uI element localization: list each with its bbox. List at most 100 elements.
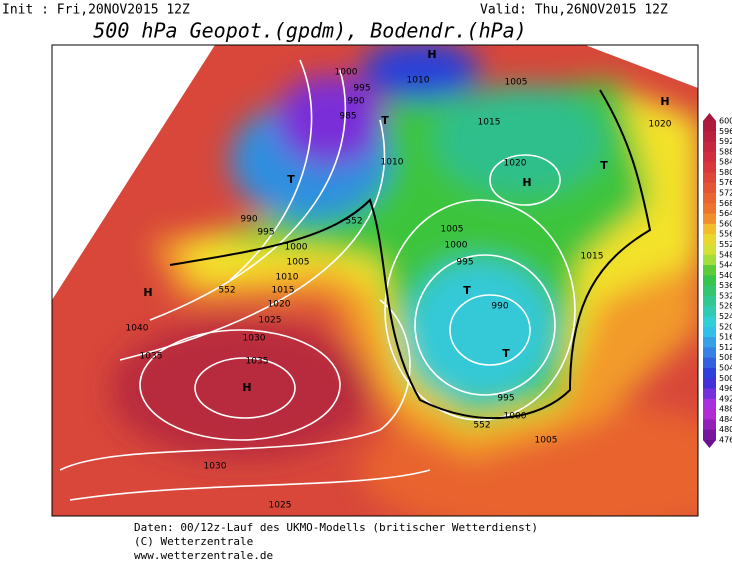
map-frame — [51, 44, 699, 517]
pressure-center: T — [381, 114, 389, 127]
init-time: Init : Fri,20NOV2015 12Z — [2, 3, 190, 18]
colorbar-swatch — [703, 254, 716, 266]
colorbar-swatch — [703, 172, 716, 184]
pressure-center: T — [287, 173, 295, 186]
contour-label: 1000 — [504, 412, 527, 422]
colorbar-label: 540 — [719, 271, 732, 280]
colorbar-swatch — [703, 326, 716, 338]
map-title: 500 hPa Geopot.(gpdm), Bodendr.(hPa) — [93, 19, 526, 43]
colorbar-label: 576 — [719, 178, 732, 187]
pressure-center: H — [427, 48, 436, 61]
colorbar-swatch — [703, 193, 716, 204]
contour-label: 552 — [218, 286, 235, 296]
colorbar-label: 500 — [719, 374, 732, 383]
contour-label: 1005 — [505, 78, 528, 88]
pressure-center: H — [242, 381, 251, 394]
colorbar-swatch — [703, 131, 716, 143]
colorbar-label: 492 — [719, 394, 732, 403]
colorbar-swatch — [703, 388, 716, 400]
pressure-center: T — [463, 284, 471, 297]
outside-domain — [52, 45, 215, 300]
colorbar-label: 508 — [719, 353, 732, 362]
contour-label: 1015 — [478, 118, 501, 128]
outside-domain — [585, 45, 698, 88]
field-colors — [110, 45, 698, 516]
contour-label: 1030 — [204, 462, 227, 472]
contour-label: 1020 — [504, 159, 527, 169]
colorbar-swatch — [703, 244, 716, 256]
colorbar-swatch — [703, 162, 716, 173]
colorbar-swatch — [703, 419, 716, 431]
colorbar-label: 520 — [719, 322, 732, 331]
colorbar-label: 512 — [719, 343, 732, 352]
contour-label: 1025 — [259, 316, 282, 326]
valid-time: Valid: Thu,26NOV2015 12Z — [480, 3, 668, 18]
pressure-center: T — [502, 347, 510, 360]
colorbar-label: 596 — [719, 127, 732, 136]
colorbar-label: 480 — [719, 425, 732, 434]
colorbar-swatch — [703, 151, 716, 163]
contour-label: 1015 — [272, 286, 295, 296]
colorbar-label: 532 — [719, 291, 732, 300]
contour-label: 1035 — [246, 357, 269, 367]
colorbar-label: 568 — [719, 199, 732, 208]
colorbar-swatch — [703, 378, 716, 390]
colorbar-label: 548 — [719, 250, 732, 259]
isobars — [59, 59, 576, 501]
colorbar-end — [703, 440, 716, 448]
colorbar-label: 564 — [719, 209, 732, 218]
colorbar-label: 516 — [719, 333, 732, 342]
contour-label: 1010 — [381, 158, 404, 168]
colorbar-label: 484 — [719, 415, 732, 424]
pressure-center: H — [522, 176, 531, 189]
colorbar-swatch — [703, 141, 716, 153]
colorbar-label: 592 — [719, 137, 732, 146]
contour-label: 1015 — [581, 252, 604, 262]
colorbar-label: 580 — [719, 168, 732, 177]
contour-label: 985 — [339, 112, 356, 122]
colorbar-swatch — [703, 285, 716, 297]
colorbar-swatch — [703, 337, 716, 348]
colorbar-swatch — [703, 409, 716, 420]
contour-label: 990 — [491, 302, 508, 312]
colorbar-swatch — [703, 182, 716, 194]
colorbar-swatch — [703, 295, 716, 307]
colorbar-label: 572 — [719, 189, 732, 198]
contour-label: 1000 — [445, 241, 468, 251]
colorbar-label: 488 — [719, 405, 732, 414]
contour-label: 552 — [473, 421, 490, 431]
contour-label: 995 — [257, 228, 274, 238]
colorbar-swatch — [703, 357, 716, 369]
colorbar-label: 588 — [719, 147, 732, 156]
contour-label: 995 — [353, 84, 370, 94]
colorbar-swatch — [703, 223, 716, 235]
contour-label: 1005 — [535, 436, 558, 446]
footer-line: (C) Wetterzentrale — [134, 535, 253, 548]
colorbar-label: 560 — [719, 219, 732, 228]
footer-line: www.wetterzentrale.de — [134, 549, 273, 562]
pressure-center: T — [600, 159, 608, 172]
colorbar-label: 476 — [719, 436, 732, 445]
colorbar-swatch — [703, 347, 716, 359]
colorbar-swatch — [703, 306, 716, 318]
colorbar-swatch — [703, 265, 716, 276]
colorbar-swatch — [703, 275, 716, 287]
colorbar-swatch — [703, 316, 716, 328]
colorbar-swatch — [703, 203, 716, 215]
colorbar-label: 600 — [719, 117, 732, 126]
contour-label: 1005 — [287, 258, 310, 268]
colorbar-swatch — [703, 367, 716, 379]
contour-label: 990 — [347, 97, 364, 107]
contour-label: 552 — [345, 217, 362, 227]
contour-label: 1000 — [285, 243, 308, 253]
contour-label: 1000 — [335, 68, 358, 78]
colorbar-label: 528 — [719, 302, 732, 311]
colorbar-label: 504 — [719, 363, 732, 372]
footer-line: Daten: 00/12z-Lauf des UKMO-Modells (bri… — [134, 521, 538, 534]
colorbar: 6005965925885845805765725685645605565525… — [703, 113, 732, 448]
contour-label: 1020 — [649, 120, 672, 130]
colorbar-label: 552 — [719, 240, 732, 249]
contour-label: 995 — [456, 258, 473, 268]
colorbar-label: 496 — [719, 384, 732, 393]
